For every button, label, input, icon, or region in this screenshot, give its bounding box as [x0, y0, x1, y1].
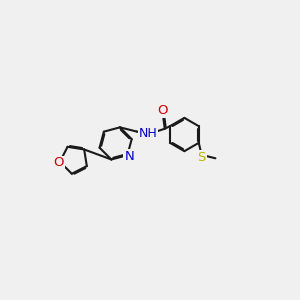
Text: NH: NH [139, 127, 158, 140]
Text: O: O [158, 104, 168, 117]
Text: N: N [124, 150, 134, 163]
Text: S: S [197, 151, 206, 164]
Text: O: O [53, 157, 64, 169]
